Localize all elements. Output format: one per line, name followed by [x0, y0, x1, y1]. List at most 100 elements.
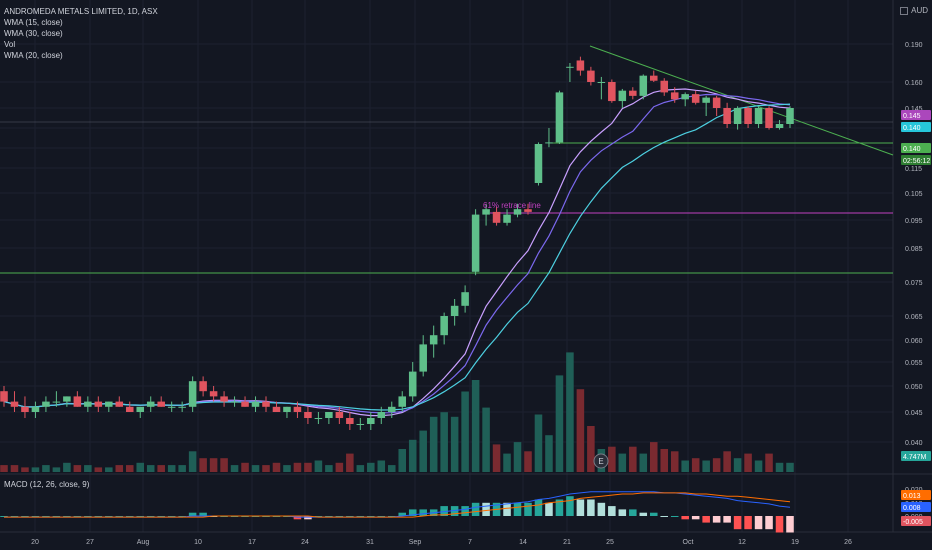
candle-body	[377, 412, 386, 418]
candle-body	[492, 211, 501, 223]
macd-histogram-bar	[73, 516, 82, 517]
candle-body	[733, 108, 742, 124]
volume-bar	[587, 426, 595, 472]
volume-bar	[419, 430, 427, 472]
macd-histogram-bar	[167, 516, 176, 517]
volume-bar	[450, 416, 459, 472]
macd-histogram-bar	[94, 516, 103, 517]
price-tick-label: 0.115	[905, 166, 922, 173]
candle-body	[408, 371, 417, 397]
candle-body	[84, 401, 92, 407]
candle-body	[450, 305, 459, 316]
time-tick-label: 7	[468, 539, 472, 546]
macd-histogram-bar	[387, 516, 396, 517]
macd-badge	[901, 502, 931, 512]
macd-histogram-bar	[649, 512, 658, 516]
volume-bar	[335, 462, 344, 472]
volume-bar	[461, 391, 469, 472]
volume-bar	[786, 462, 794, 472]
volume-bar	[115, 465, 124, 472]
candle-body	[524, 209, 532, 212]
candle-body	[744, 108, 752, 124]
volume-bar	[765, 453, 773, 472]
candle-body	[199, 381, 207, 392]
macd-histogram-bar	[503, 502, 511, 516]
macd-histogram-bar	[723, 516, 731, 523]
candle-body	[63, 396, 71, 402]
candle-body	[440, 316, 448, 336]
signal-line	[4, 492, 791, 518]
candle-body	[241, 401, 249, 407]
price-tick-label: 0.065	[905, 314, 923, 321]
macd-badge	[901, 490, 931, 500]
price-tick-label: 0.145	[905, 106, 923, 113]
wma-15-line	[3, 88, 791, 417]
volume-bar	[744, 453, 752, 472]
time-tick-label: 26	[844, 539, 852, 546]
volume-bar	[429, 416, 438, 472]
macd-histogram-bar	[691, 516, 700, 520]
candle-body	[618, 90, 627, 102]
macd-histogram-bar	[733, 516, 742, 530]
currency-label: AUD	[900, 6, 928, 15]
macd-histogram-bar	[146, 516, 155, 517]
volume-bar	[283, 465, 291, 472]
candle-body	[356, 424, 365, 425]
candle-body	[660, 80, 669, 93]
macd-histogram-bar	[188, 512, 197, 516]
candle-body	[545, 142, 553, 144]
candle-body	[587, 70, 595, 82]
indicator-wma30[interactable]: WMA (30, close)	[4, 29, 63, 38]
indicator-vol[interactable]: Vol	[4, 40, 16, 49]
macd-histogram-bar	[597, 502, 606, 516]
macd-histogram-bar	[31, 516, 40, 517]
macd-histogram-bar	[639, 512, 648, 516]
volume-bar	[157, 465, 165, 472]
candle-body	[471, 214, 480, 272]
macd-histogram-bar	[608, 506, 616, 516]
price-tick-label: 0.075	[905, 280, 923, 287]
macd-badge	[901, 516, 931, 526]
candle-body	[576, 60, 585, 71]
macd-histogram-bar	[408, 509, 417, 516]
candle-body	[639, 75, 648, 96]
candle-body	[503, 214, 511, 223]
volume-bar	[21, 467, 29, 472]
symbol-title: ANDROMEDA METALS LIMITED, 1D, ASX	[4, 7, 158, 16]
volume-bar	[346, 453, 354, 472]
macd-histogram-bar	[670, 516, 679, 517]
indicator-wma15[interactable]: WMA (15, close)	[4, 18, 63, 27]
candle-body	[775, 124, 784, 128]
indicator-wma20[interactable]: WMA (20, close)	[4, 51, 63, 60]
macd-histogram-bar	[461, 506, 469, 516]
candle-body	[262, 401, 270, 407]
macd-legend[interactable]: MACD (12, 26, close, 9)	[4, 480, 90, 489]
volume-bar	[230, 465, 239, 472]
volume-bar	[576, 389, 585, 472]
volume-bar	[629, 446, 637, 472]
volume-bar	[367, 462, 375, 472]
candle-body	[188, 381, 197, 407]
candle-body	[73, 396, 82, 407]
macd-histogram-bar	[629, 509, 637, 516]
candle-body	[597, 82, 606, 83]
time-tick-label: Oct	[683, 539, 694, 546]
macd-histogram-bar	[63, 516, 71, 517]
volume-bar	[691, 458, 700, 472]
macd-histogram-bar	[10, 516, 19, 517]
price-badge	[901, 155, 931, 165]
volume-bar	[670, 451, 679, 472]
price-badge	[901, 110, 931, 120]
macd-histogram-bar	[744, 516, 752, 530]
price-tick-label: 0.085	[905, 246, 923, 253]
macd-histogram-bar	[356, 516, 365, 517]
chart-legend: ANDROMEDA METALS LIMITED, 1D, ASX WMA (1…	[4, 6, 158, 61]
volume-bar	[534, 414, 543, 472]
volume-badge	[901, 451, 931, 461]
wma-30-line	[3, 103, 791, 411]
candle-body	[387, 406, 396, 412]
candle-body	[230, 401, 239, 403]
candle-body	[670, 92, 679, 100]
earnings-marker-label: E	[598, 457, 603, 466]
